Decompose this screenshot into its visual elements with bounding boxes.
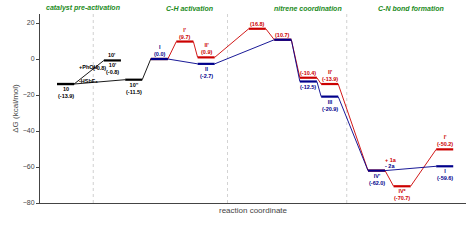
svg-text:10(-13.9): 10(-13.9): [58, 86, 74, 99]
svg-text:I(-59.6): I(-59.6): [437, 168, 453, 181]
svg-text:II(-2.7): II(-2.7): [200, 66, 213, 79]
svg-text:C-H activation: C-H activation: [166, 5, 213, 12]
svg-text:nitrene coordination: nitrene coordination: [274, 5, 342, 12]
svg-text:C-N bond formation: C-N bond formation: [378, 5, 444, 12]
svg-text:IV*(-70.7): IV*(-70.7): [394, 188, 410, 201]
svg-text:10'(-0.8): 10'(-0.8): [106, 62, 119, 75]
svg-text:−40: −40: [23, 127, 35, 134]
svg-text:catalyst pre-activation: catalyst pre-activation: [46, 4, 120, 12]
svg-text:reaction coordinate: reaction coordinate: [219, 206, 288, 215]
svg-text:II'(0.9): II'(0.9): [201, 42, 212, 55]
svg-text:ΔG (kcal/mol): ΔG (kcal/mol): [11, 84, 20, 133]
svg-text:-HSbF₆: -HSbF₆: [79, 78, 98, 84]
svg-text:+ 1a: + 1a: [385, 157, 397, 163]
svg-text:(-10.4): (-10.4): [300, 70, 316, 76]
svg-text:II'(-13.9): II'(-13.9): [322, 69, 338, 82]
svg-text:−20: −20: [23, 91, 35, 98]
svg-text:- 2a: - 2a: [385, 163, 395, 169]
svg-text:(10.7): (10.7): [275, 32, 290, 38]
svg-text:(-0.8): (-0.8): [93, 65, 106, 71]
svg-text:+PhOH: +PhOH: [79, 64, 98, 70]
svg-text:III(-20.9): III(-20.9): [322, 99, 338, 112]
svg-text:(16.8): (16.8): [250, 21, 265, 27]
svg-text:0: 0: [31, 55, 35, 62]
svg-text:−80: −80: [23, 199, 35, 206]
svg-text:10''(-11.5): 10''(-11.5): [126, 82, 142, 95]
svg-text:I(0.0): I(0.0): [154, 44, 165, 57]
svg-text:I'(-50.2): I'(-50.2): [437, 134, 453, 147]
svg-text:I'(9.7): I'(9.7): [179, 27, 190, 40]
svg-text:IV'(-62.0): IV'(-62.0): [369, 173, 385, 186]
svg-text:20: 20: [27, 19, 35, 26]
svg-text:10': 10': [108, 52, 116, 58]
svg-text:(-12.5): (-12.5): [300, 84, 316, 90]
svg-text:−60: −60: [23, 163, 35, 170]
